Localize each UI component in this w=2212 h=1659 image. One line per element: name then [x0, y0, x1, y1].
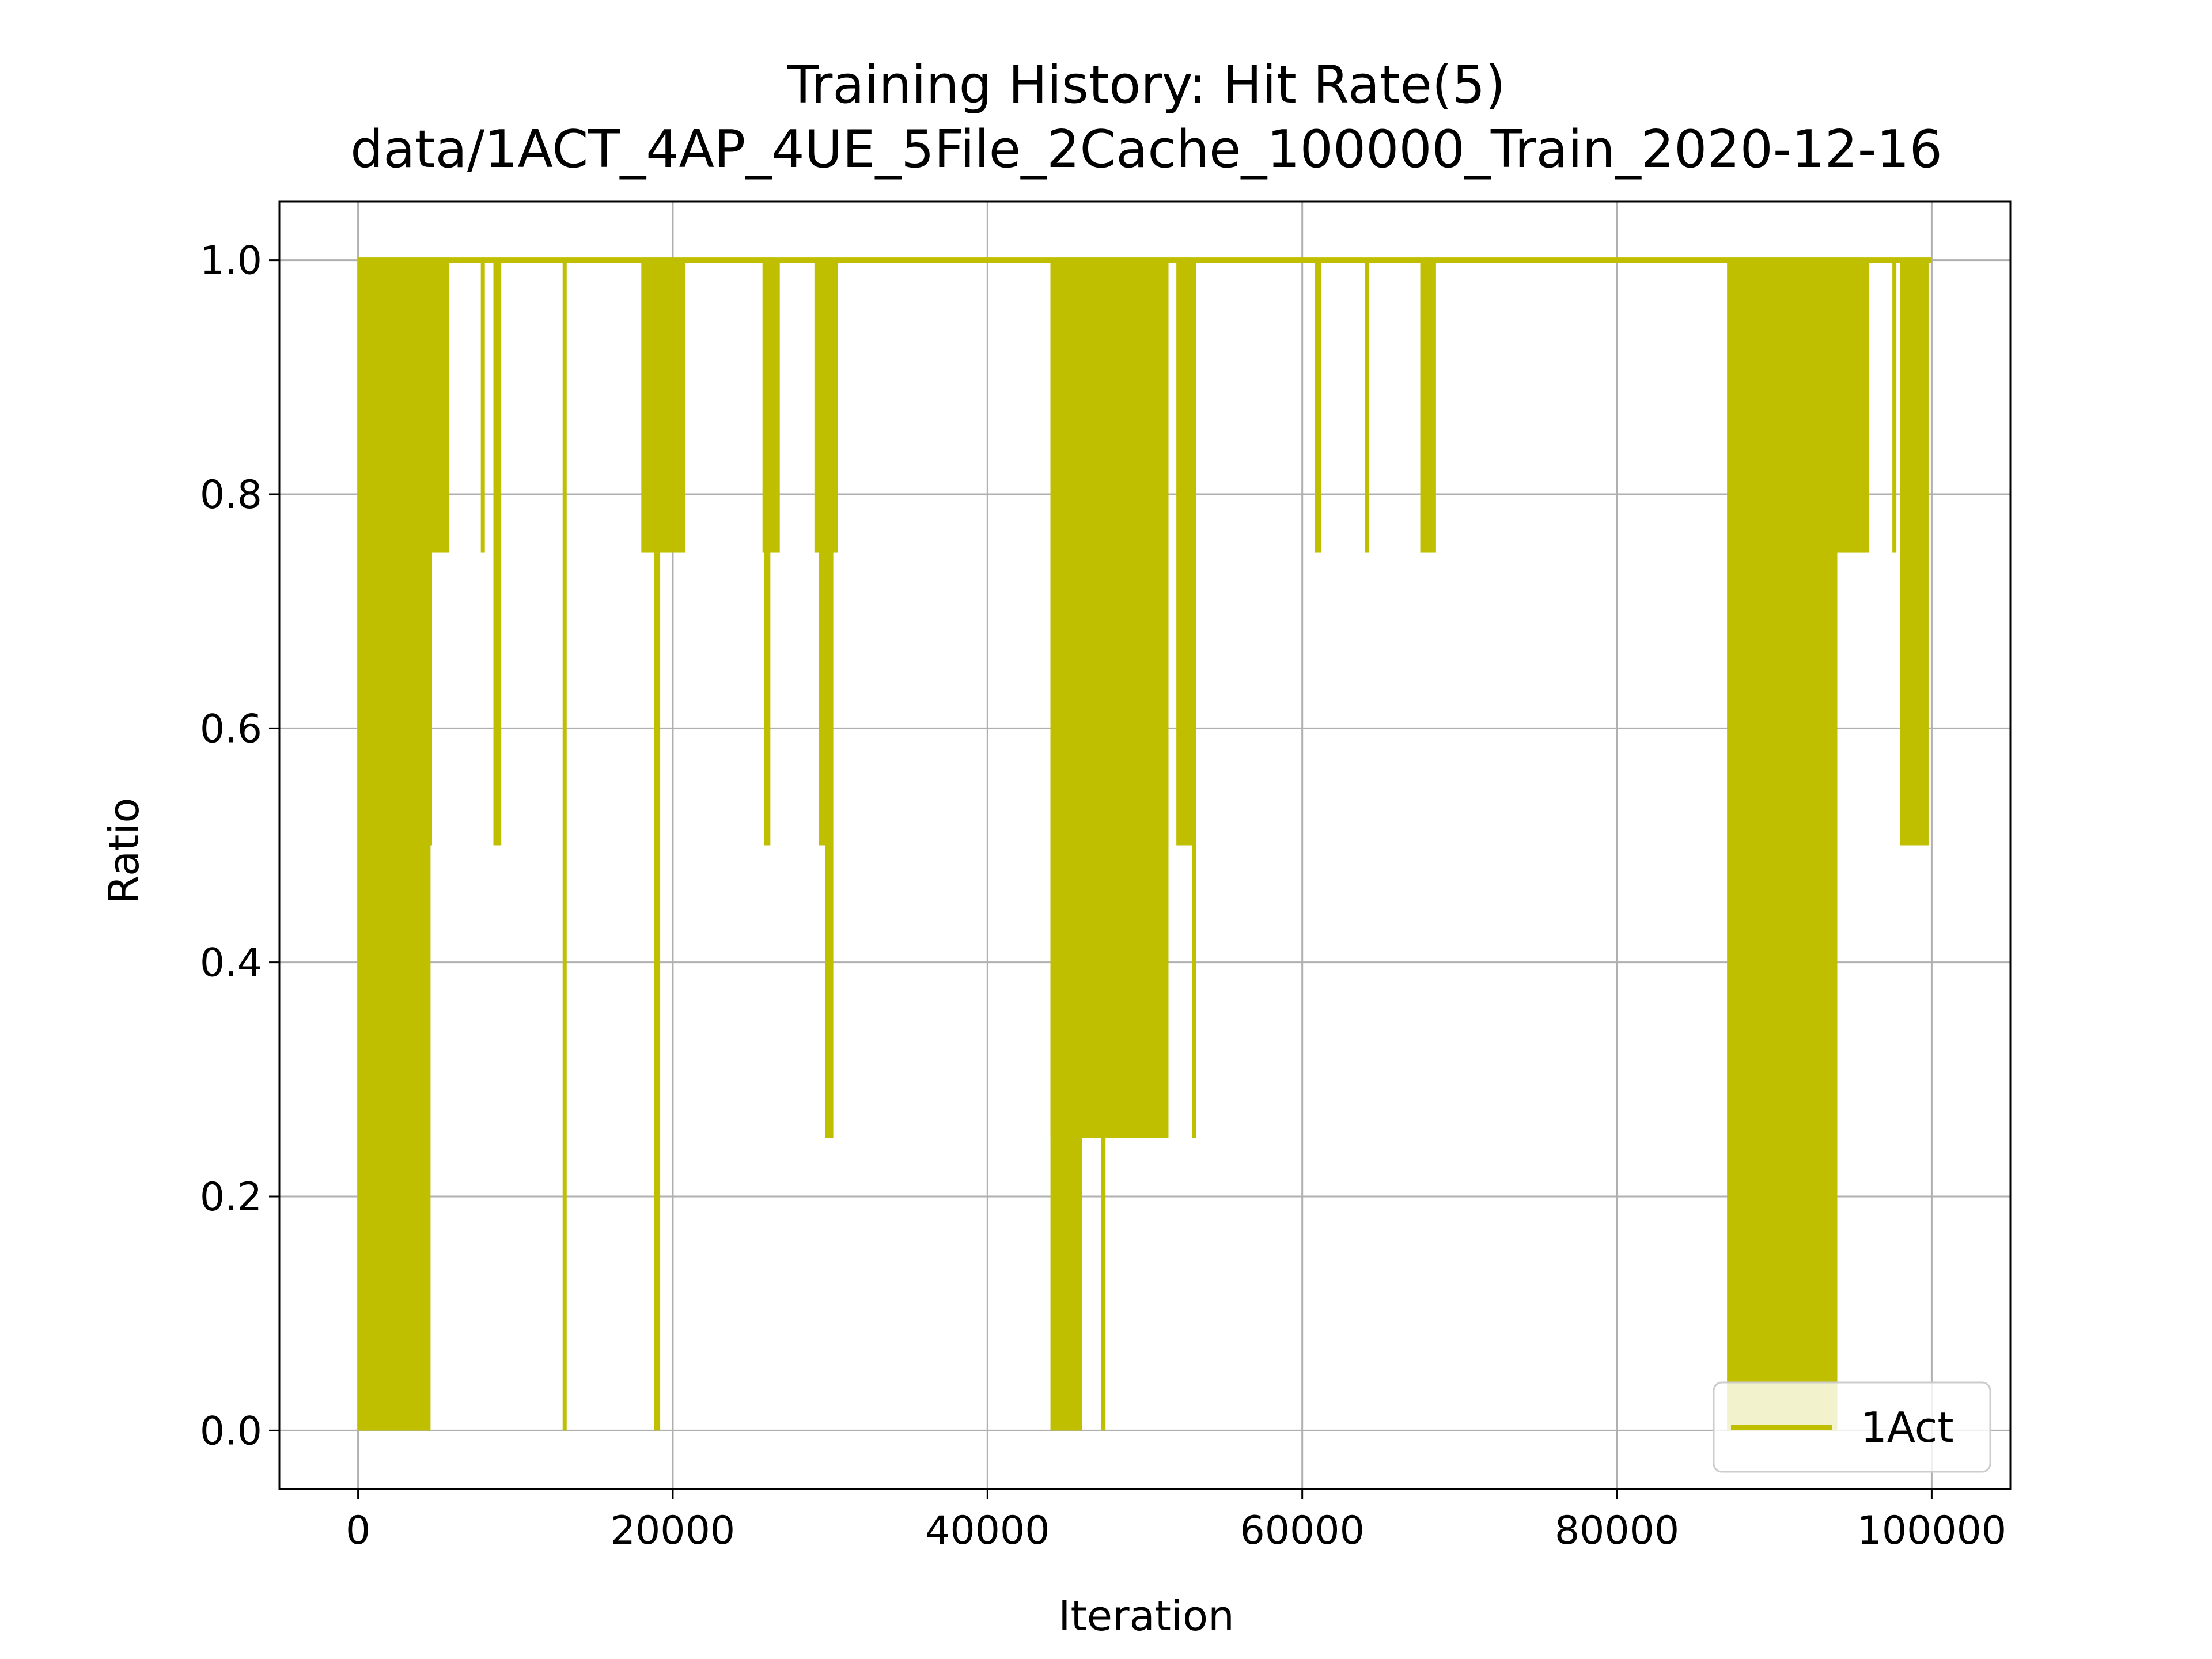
x-tick-label: 20000	[611, 1508, 735, 1554]
y-tick-label: 0.8	[200, 472, 262, 518]
x-tick-label: 0	[346, 1508, 370, 1554]
series-dip	[1315, 260, 1321, 553]
series-dip	[1837, 260, 1866, 553]
series-1act	[358, 257, 1932, 1431]
x-tick-label: 100000	[1857, 1508, 2007, 1554]
series-dip	[1192, 260, 1196, 1138]
series-dip	[1900, 260, 1926, 846]
series-dip	[819, 260, 825, 846]
series-dip	[1050, 260, 1082, 1431]
series-dip	[654, 260, 661, 1431]
series-dip	[1184, 260, 1189, 846]
series-dip	[493, 260, 502, 846]
series-dip	[1420, 260, 1436, 553]
x-tick-label: 80000	[1555, 1508, 1679, 1554]
chart-title: Training History: Hit Rate(5)	[787, 55, 1506, 115]
series-dip	[358, 260, 431, 1431]
series-dip	[424, 260, 432, 846]
series-dip	[764, 260, 771, 846]
legend-label-1act: 1Act	[1861, 1403, 1954, 1452]
series-dip	[1892, 260, 1897, 553]
legend-box	[1713, 1381, 1991, 1473]
series-dip	[562, 260, 567, 1431]
plot-frame	[278, 200, 2012, 1490]
series-dip	[480, 260, 485, 553]
series-dip	[1774, 260, 1838, 846]
x-tick-label: 60000	[1240, 1508, 1365, 1554]
series-band	[430, 260, 450, 553]
y-axis-ticks: 0.0 0.2 0.4 0.6 0.8 1.0	[200, 238, 279, 1454]
series-dip	[1758, 260, 1775, 1138]
x-axis-label: Iteration	[1058, 1592, 1234, 1640]
legend: 1Act	[1713, 1381, 1991, 1473]
y-tick-label: 0.6	[200, 706, 262, 752]
series-dip	[1727, 260, 1759, 1431]
x-tick-label: 40000	[925, 1508, 1050, 1554]
y-tick-label: 0.4	[200, 941, 262, 986]
y-tick-label: 0.0	[200, 1408, 262, 1454]
chart-subtitle: data/1ACT_4AP_4UE_5File_2Cache_100000_Tr…	[350, 119, 1942, 180]
x-axis-ticks: 0 20000 40000 60000 80000 100000	[346, 1489, 2006, 1554]
y-axis-label: Ratio	[100, 798, 148, 904]
series-dip	[1365, 260, 1369, 553]
series-band	[641, 260, 685, 553]
y-tick-label: 1.0	[200, 238, 262, 284]
series-dip	[1113, 260, 1169, 846]
series-dip	[825, 260, 834, 1138]
y-tick-label: 0.2	[200, 1175, 262, 1220]
